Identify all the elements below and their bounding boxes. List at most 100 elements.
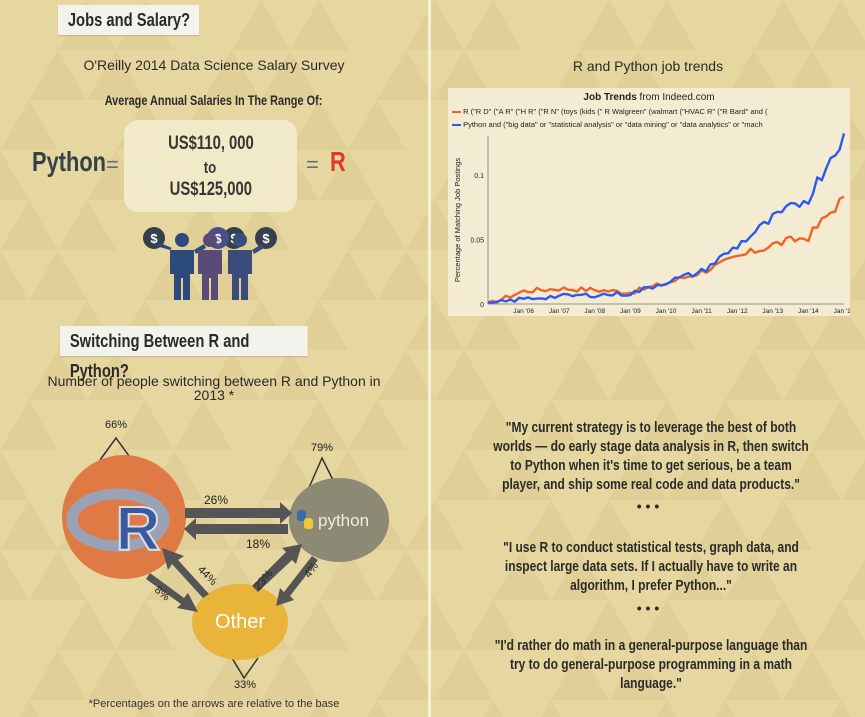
background-triangle xyxy=(551,50,609,100)
background-triangle xyxy=(580,300,638,350)
background-triangle xyxy=(377,250,435,300)
background-triangle xyxy=(29,650,87,700)
background-triangle xyxy=(638,0,696,50)
people-money-bags-icon: $ $ $ $ xyxy=(143,227,277,300)
salary-heading: Average Annual Salaries In The Range Of: xyxy=(0,92,428,108)
background-triangle xyxy=(493,450,551,500)
legend-r-text: R ("R D" ("A R" ("H R" ("R N" (toys (kid… xyxy=(463,107,768,116)
switching-footnote: *Percentages on the arrows are relative … xyxy=(0,698,428,710)
background-triangle xyxy=(0,450,29,500)
background-triangle xyxy=(725,50,783,100)
background-triangle xyxy=(551,550,609,600)
background-triangle xyxy=(435,350,493,400)
background-triangle xyxy=(493,550,551,600)
background-triangle xyxy=(435,450,493,500)
background-triangle xyxy=(657,700,677,717)
switching-title: Number of people switching between R and… xyxy=(0,374,428,402)
background-triangle xyxy=(541,700,561,717)
chart-y-tick-label: 0 xyxy=(480,302,484,309)
chart-x-tick-label: Jan '14 xyxy=(798,308,819,315)
legend-python-swatch xyxy=(452,124,461,127)
background-triangle xyxy=(232,0,290,50)
background-triangle xyxy=(406,600,464,650)
chart-x-tick-label: Jan '08 xyxy=(584,308,605,315)
background-triangle xyxy=(367,700,387,717)
background-triangle xyxy=(783,350,841,400)
switching-diagram: R python Other 66% 79% 33% 26% 18% 4 xyxy=(62,419,389,691)
background-triangle xyxy=(29,350,87,400)
background-triangle xyxy=(609,350,667,400)
background-triangle xyxy=(696,400,754,450)
background-triangle xyxy=(377,550,435,600)
arrow-python-to-r xyxy=(184,518,288,540)
background-triangle xyxy=(580,500,638,550)
background-triangle xyxy=(522,400,580,450)
background-triangle xyxy=(667,550,725,600)
background-triangle xyxy=(116,600,174,650)
background-triangle xyxy=(580,600,638,650)
arrow-other-to-python xyxy=(252,544,302,592)
background-triangle xyxy=(348,100,406,150)
background-triangle xyxy=(0,150,29,200)
background-triangle xyxy=(406,500,464,550)
background-triangle xyxy=(290,400,348,450)
background-triangle xyxy=(783,50,841,100)
svg-text:$: $ xyxy=(150,231,158,246)
legend-python-text: Python and ("big data" or "statistical a… xyxy=(463,120,763,129)
background-triangle xyxy=(725,650,783,700)
dots-divider-1: • • • xyxy=(636,498,660,514)
background-triangle xyxy=(406,300,464,350)
arrow-python-to-other xyxy=(276,556,318,606)
background-triangle xyxy=(29,50,87,100)
chart-x-tick-label: Jan '06 xyxy=(513,308,534,315)
chart-section-title: R and Python job trends xyxy=(431,58,865,74)
arrow-r-to-python xyxy=(185,502,292,524)
background-triangle xyxy=(435,50,493,100)
background-triangle xyxy=(19,700,39,717)
chart-x-tick-label: Jan '15 xyxy=(834,308,850,315)
job-trends-chart-panel: Job Trends from Indeed.com R ("R D" ("A … xyxy=(448,88,850,316)
switching-title-line1: Number of people switching between R and… xyxy=(47,373,381,389)
arrow-label-r-to-python: 26% xyxy=(204,493,228,507)
chart-x-tick-label: Jan '07 xyxy=(549,308,570,315)
background-triangle xyxy=(203,50,261,100)
chart-series-line-r xyxy=(487,195,845,304)
salary-range-to: to xyxy=(204,158,217,177)
background-triangle xyxy=(812,600,865,650)
background-triangle xyxy=(783,650,841,700)
background-triangle xyxy=(319,250,377,300)
background-triangle xyxy=(0,250,29,300)
background-triangle xyxy=(0,500,58,550)
arrow-other-to-r xyxy=(162,548,209,598)
pct-python: 79% xyxy=(311,442,333,454)
salary-range-low: US$110, 000 xyxy=(167,133,254,154)
background-triangle xyxy=(841,558,865,600)
r-salary-label-text: R xyxy=(330,146,346,177)
background-triangle xyxy=(725,350,783,400)
background-triangle xyxy=(0,200,58,250)
background-triangle xyxy=(638,300,696,350)
background-triangle xyxy=(87,50,145,100)
background-triangle xyxy=(29,550,87,600)
background-triangle xyxy=(58,200,116,250)
r-callout-line xyxy=(99,436,133,461)
background-triangle xyxy=(0,100,58,150)
chart-series-line-python xyxy=(487,133,846,304)
python-salary-label-text: Python xyxy=(32,146,107,177)
quote-1: "My current strategy is to leverage the … xyxy=(452,418,850,494)
background-triangle xyxy=(135,700,155,717)
background-triangle xyxy=(261,450,319,500)
salary-range-high: US$125,000 xyxy=(169,179,252,200)
background-triangle xyxy=(87,650,145,700)
arrow-label-r-to-other: 8% xyxy=(152,584,172,604)
background-triangle xyxy=(87,350,145,400)
chart-x-tick-label: Jan '10 xyxy=(656,308,677,315)
svg-text:$: $ xyxy=(262,231,270,246)
chart-section-title-text: R and Python job trends xyxy=(572,58,724,74)
background-triangle xyxy=(261,50,319,100)
background-triangle xyxy=(58,600,116,650)
background-triangle xyxy=(754,300,812,350)
background-triangle xyxy=(551,350,609,400)
background-triangle xyxy=(174,400,232,450)
background-triangle xyxy=(435,650,493,700)
